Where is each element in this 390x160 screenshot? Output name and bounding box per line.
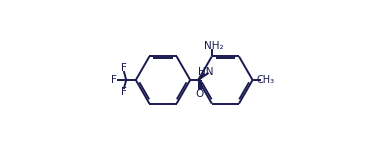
Text: O: O — [195, 89, 203, 99]
Text: NH₂: NH₂ — [204, 41, 223, 51]
Text: F: F — [111, 75, 117, 85]
Text: HN: HN — [198, 67, 213, 77]
Text: F: F — [121, 63, 127, 73]
Text: F: F — [121, 87, 127, 97]
Text: CH₃: CH₃ — [256, 75, 275, 85]
